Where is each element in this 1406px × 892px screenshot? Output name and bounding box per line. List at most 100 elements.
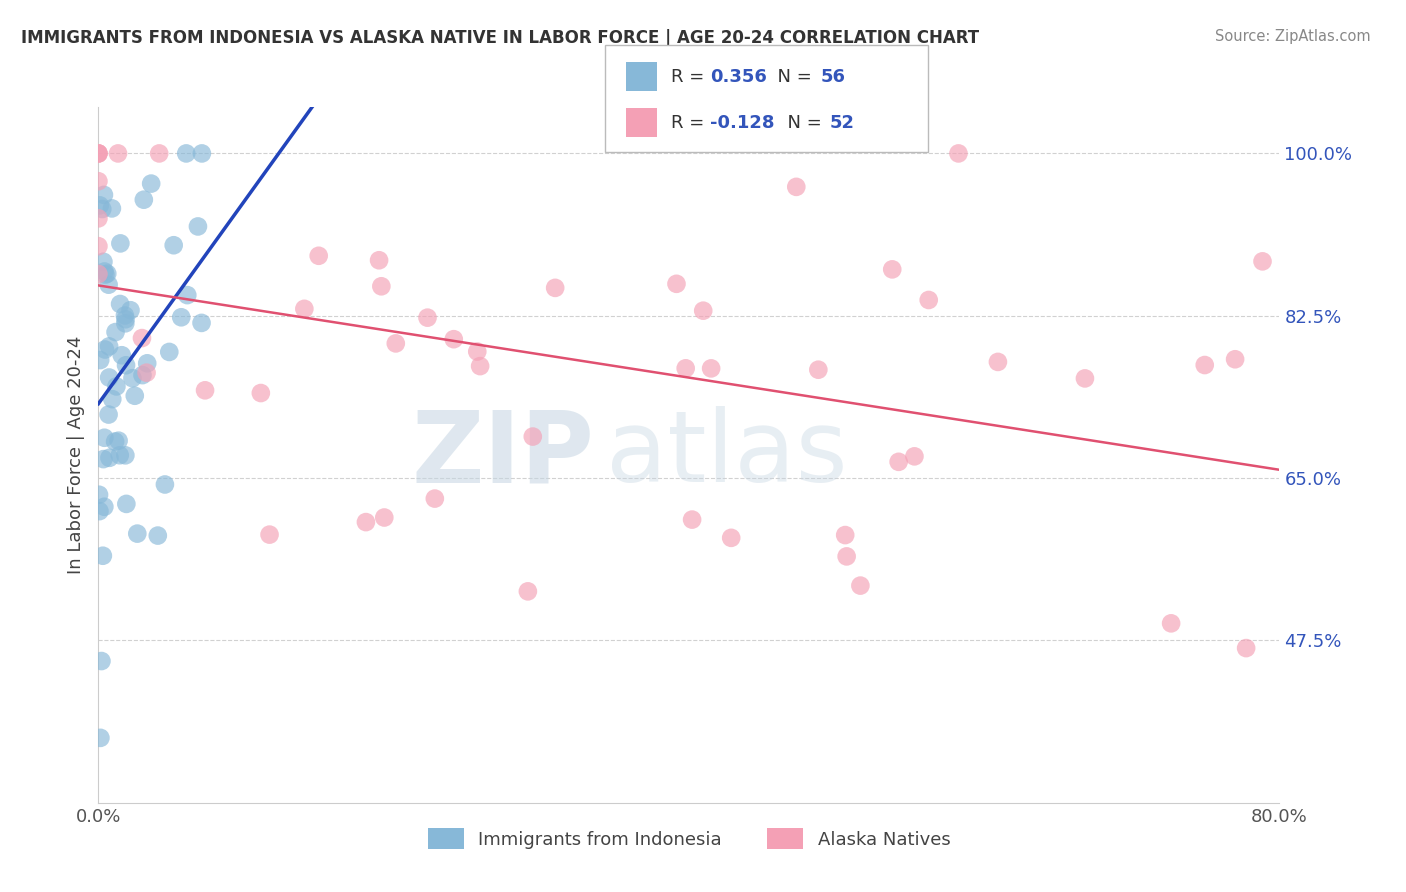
Point xyxy=(887,455,910,469)
Point xyxy=(443,332,465,346)
Point xyxy=(115,358,138,372)
Point xyxy=(700,361,723,376)
Point xyxy=(132,193,155,207)
Point xyxy=(108,297,131,311)
Point xyxy=(141,177,163,191)
Point xyxy=(114,316,136,330)
Point xyxy=(96,267,118,281)
Point xyxy=(114,448,136,462)
Point xyxy=(416,310,439,325)
Point xyxy=(250,386,273,401)
Point xyxy=(187,219,209,234)
Point xyxy=(157,345,180,359)
Point xyxy=(89,504,111,518)
Point xyxy=(849,579,872,593)
Point xyxy=(544,281,567,295)
Point xyxy=(720,531,742,545)
Point xyxy=(190,316,212,330)
Point xyxy=(127,526,149,541)
Point xyxy=(94,268,117,282)
Point xyxy=(97,408,120,422)
Point xyxy=(114,309,136,323)
Point xyxy=(368,253,391,268)
Point xyxy=(101,202,124,216)
Point xyxy=(136,356,159,370)
Text: Source: ZipAtlas.com: Source: ZipAtlas.com xyxy=(1215,29,1371,44)
Point xyxy=(465,344,488,359)
Point xyxy=(87,211,110,226)
Point xyxy=(692,303,714,318)
Point xyxy=(94,343,117,357)
Point xyxy=(665,277,688,291)
Point xyxy=(354,515,377,529)
Text: 56: 56 xyxy=(821,68,846,86)
Text: ZIP: ZIP xyxy=(412,407,595,503)
Point xyxy=(882,262,904,277)
Point xyxy=(104,434,127,449)
Point xyxy=(87,146,110,161)
Point xyxy=(1074,371,1097,385)
Point xyxy=(97,277,120,292)
Point xyxy=(115,497,138,511)
Text: R =: R = xyxy=(671,113,710,132)
Point xyxy=(105,379,128,393)
Point xyxy=(98,370,121,384)
Point xyxy=(174,146,197,161)
Point xyxy=(98,339,121,353)
Point xyxy=(153,477,176,491)
Point xyxy=(148,146,170,161)
Text: 52: 52 xyxy=(830,113,855,132)
Point xyxy=(87,488,110,502)
Point xyxy=(522,429,544,443)
Point xyxy=(107,434,129,448)
Point xyxy=(170,310,193,325)
Point xyxy=(834,528,856,542)
Point xyxy=(87,267,110,281)
Point xyxy=(259,527,281,541)
Point xyxy=(423,491,446,506)
Point xyxy=(87,146,110,161)
Point xyxy=(111,348,134,362)
Text: IMMIGRANTS FROM INDONESIA VS ALASKA NATIVE IN LABOR FORCE | AGE 20-24 CORRELATIO: IMMIGRANTS FROM INDONESIA VS ALASKA NATI… xyxy=(21,29,979,46)
Point xyxy=(373,510,395,524)
Point xyxy=(114,312,136,326)
Point xyxy=(104,325,127,339)
Text: N =: N = xyxy=(776,113,828,132)
Text: 0.356: 0.356 xyxy=(710,68,766,86)
Point xyxy=(131,368,153,383)
Point xyxy=(370,279,392,293)
Point xyxy=(120,303,142,318)
Point xyxy=(93,264,115,278)
Point xyxy=(93,452,115,467)
Point xyxy=(108,448,131,462)
Y-axis label: In Labor Force | Age 20-24: In Labor Force | Age 20-24 xyxy=(66,335,84,574)
Point xyxy=(163,238,186,252)
Point xyxy=(124,389,146,403)
Point xyxy=(675,361,697,376)
Point xyxy=(101,392,124,406)
Legend: Immigrants from Indonesia, Alaska Natives: Immigrants from Indonesia, Alaska Native… xyxy=(420,822,957,856)
Point xyxy=(1251,254,1274,268)
Text: N =: N = xyxy=(766,68,818,86)
Point xyxy=(1194,358,1216,372)
Point xyxy=(146,528,169,542)
Point xyxy=(292,301,315,316)
Point xyxy=(89,353,111,368)
Point xyxy=(135,366,157,380)
Point xyxy=(987,355,1010,369)
Point xyxy=(131,331,153,345)
Point xyxy=(107,146,129,161)
Point xyxy=(903,450,925,464)
Point xyxy=(87,146,110,161)
Point xyxy=(835,549,858,564)
Point xyxy=(191,146,214,161)
Point xyxy=(516,584,538,599)
Point xyxy=(87,174,110,188)
Text: R =: R = xyxy=(671,68,710,86)
Point xyxy=(87,239,110,253)
Point xyxy=(93,431,115,445)
Point xyxy=(110,236,132,251)
Point xyxy=(681,513,703,527)
Point xyxy=(91,202,114,216)
Point xyxy=(948,146,970,161)
